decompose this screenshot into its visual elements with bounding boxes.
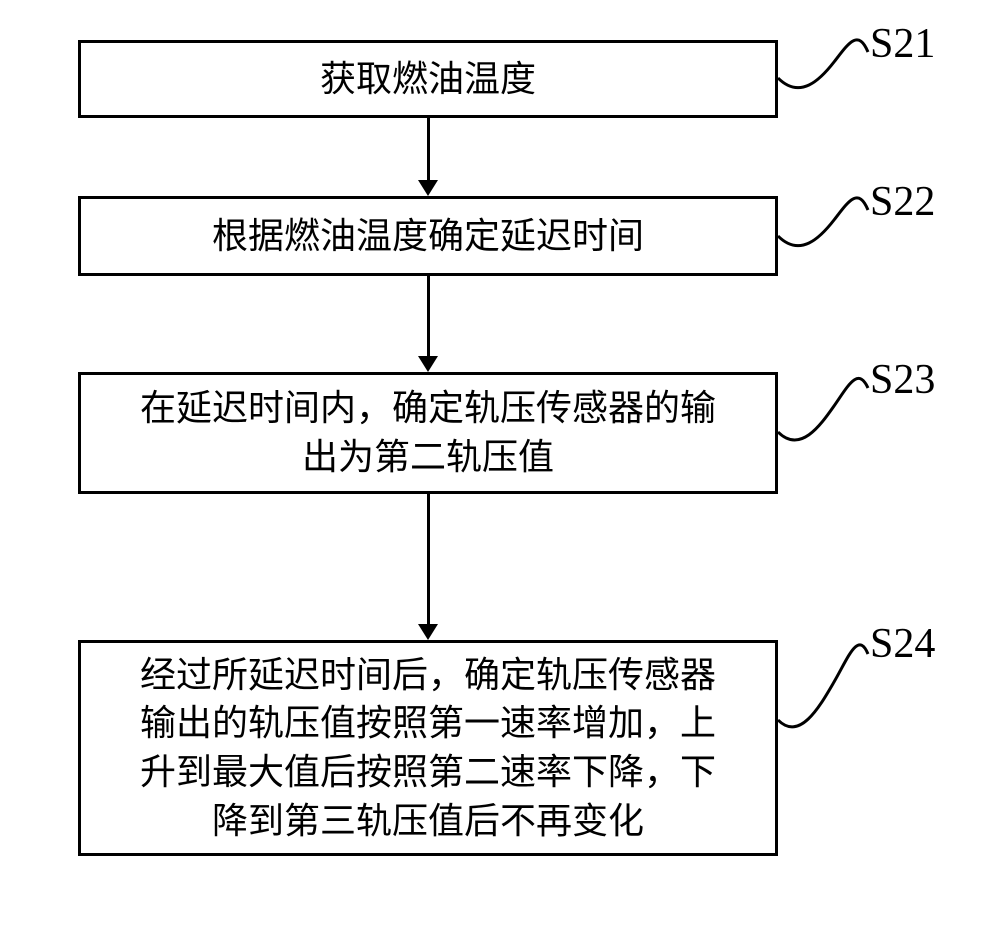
flow-step-s21-text: 获取燃油温度	[320, 55, 536, 104]
flow-step-s24-text: 经过所延迟时间后，确定轨压传感器 输出的轨压值按照第一速率增加，上 升到最大值后…	[140, 651, 716, 845]
flow-step-s22-text: 根据燃油温度确定延迟时间	[212, 212, 644, 261]
step-label-s21: S21	[870, 20, 935, 68]
flow-step-s24: 经过所延迟时间后，确定轨压传感器 输出的轨压值按照第一速率增加，上 升到最大值后…	[78, 640, 778, 856]
flow-step-s23-text: 在延迟时间内，确定轨压传感器的输 出为第二轨压值	[140, 384, 716, 481]
flow-step-s21: 获取燃油温度	[78, 40, 778, 118]
step-label-s24: S24	[870, 620, 935, 668]
flow-step-s23: 在延迟时间内，确定轨压传感器的输 出为第二轨压值	[78, 372, 778, 494]
flow-step-s22: 根据燃油温度确定延迟时间	[78, 196, 778, 276]
step-label-s22: S22	[870, 178, 935, 226]
step-label-s23: S23	[870, 356, 935, 404]
